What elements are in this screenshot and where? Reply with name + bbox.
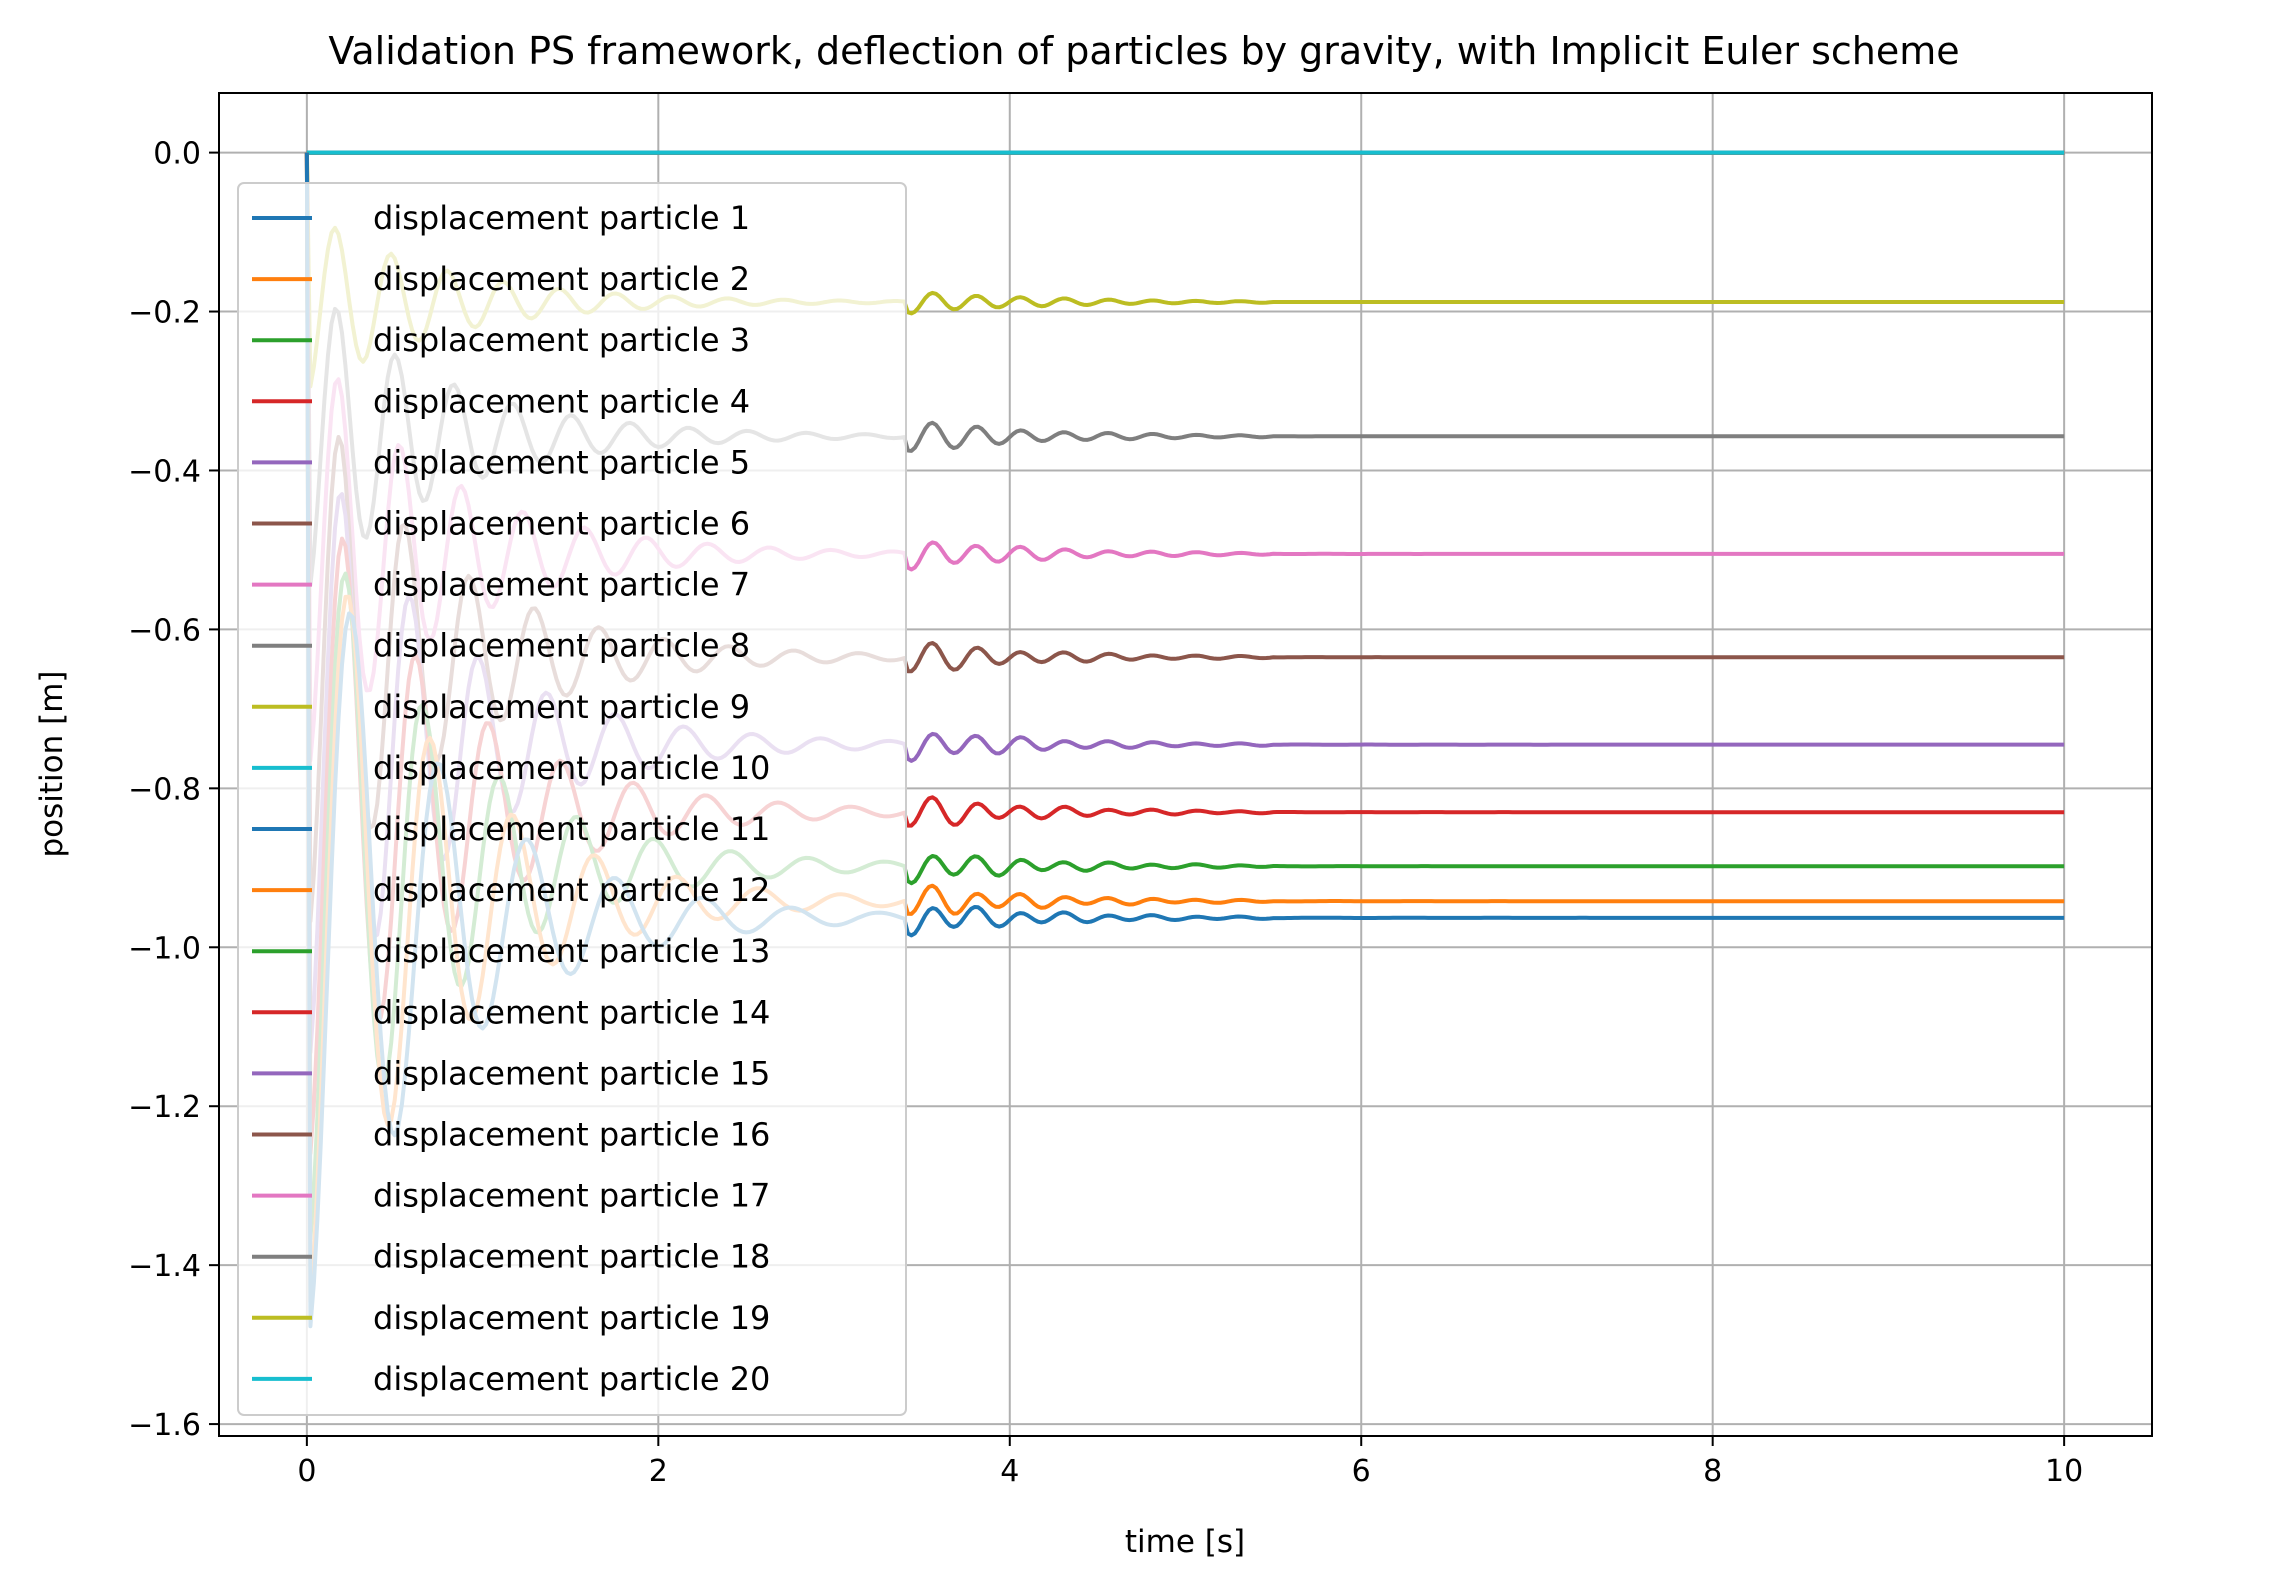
legend: displacement particle 1 displacement part…	[237, 182, 907, 1416]
x-tick-label: 0	[297, 1454, 316, 1489]
y-ticks: 0.0 −0.2 −0.4 −0.6 −0.8 −1.0 −1.2 −1.4 −1.6	[128, 137, 219, 1443]
y-tick-label: −0.6	[128, 613, 201, 648]
legend-label: displacement particle 4	[373, 382, 750, 420]
legend-label: displacement particle 10	[373, 749, 770, 787]
legend-label: displacement particle 7	[373, 566, 750, 604]
legend-label: displacement particle 20	[373, 1360, 770, 1398]
y-tick-label: −0.4	[128, 454, 201, 489]
x-tick-label: 2	[649, 1454, 668, 1489]
legend-label: displacement particle 18	[373, 1238, 770, 1276]
legend-label: displacement particle 2	[373, 260, 750, 298]
x-tick-label: 6	[1352, 1454, 1371, 1489]
y-tick-label: −1.4	[128, 1249, 201, 1284]
chart-title: Validation PS framework, deflection of p…	[328, 29, 1959, 73]
plot-frame	[218, 92, 2153, 1437]
x-tick-label: 4	[1000, 1454, 1019, 1489]
legend-label: displacement particle 13	[373, 932, 770, 970]
x-tick-label: 8	[1703, 1454, 1722, 1489]
y-tick-label: −0.8	[128, 772, 201, 807]
legend-label: displacement particle 11	[373, 810, 770, 848]
legend-label: displacement particle 15	[373, 1054, 770, 1092]
legend-label: displacement particle 3	[373, 321, 750, 359]
legend-label: displacement particle 1	[373, 199, 750, 237]
legend-label: displacement particle 9	[373, 688, 750, 726]
y-tick-label: −1.2	[128, 1090, 201, 1125]
y-axis-label: position [m]	[34, 670, 70, 857]
x-ticks: 0 2 4 6 8 10	[297, 1436, 2083, 1489]
legend-label: displacement particle 19	[373, 1299, 770, 1337]
legend-label: displacement particle 17	[373, 1177, 770, 1215]
legend-label: displacement particle 5	[373, 443, 750, 481]
legend-label: displacement particle 6	[373, 505, 750, 543]
y-tick-label: −0.2	[128, 296, 201, 331]
x-tick-label: 10	[2045, 1454, 2083, 1489]
legend-box	[237, 182, 907, 1416]
series-group	[304, 150, 2065, 1329]
legend-label: displacement particle 16	[373, 1116, 770, 1154]
legend-label: displacement particle 8	[373, 627, 750, 665]
y-tick-label: −1.6	[128, 1408, 201, 1443]
legend-label: displacement particle 14	[373, 993, 770, 1031]
y-tick-label: 0.0	[153, 137, 201, 172]
legend-label: displacement particle 12	[373, 871, 770, 909]
y-tick-label: −1.0	[128, 931, 201, 966]
x-axis-label: time [s]	[1125, 1524, 1245, 1560]
